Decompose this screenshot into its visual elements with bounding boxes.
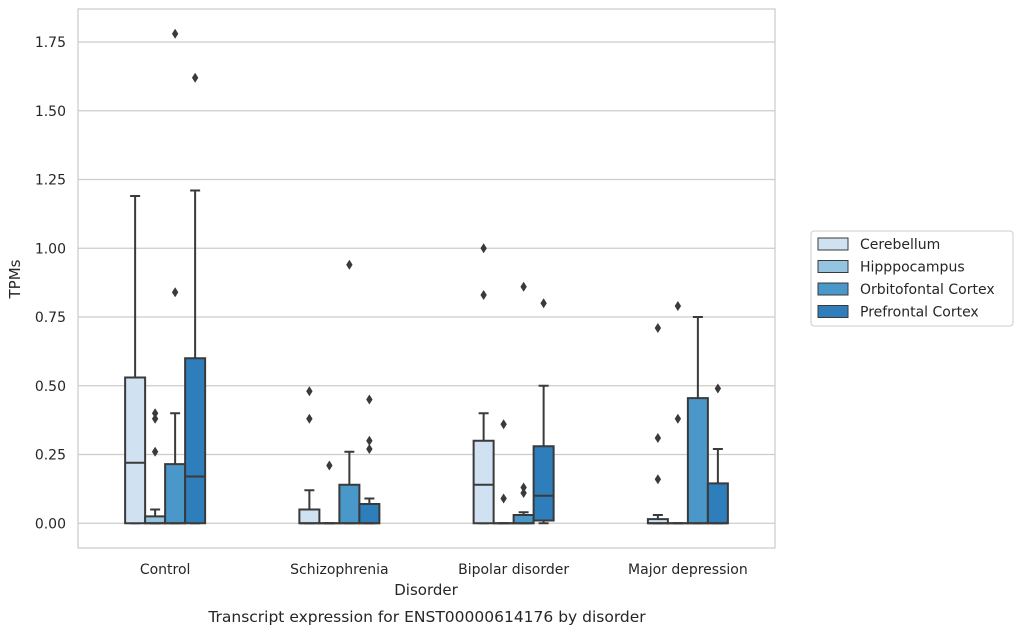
x-tick-label: Major depression bbox=[628, 562, 748, 578]
x-tick-labels: Control Schizophrenia Bipolar disorder Majo… bbox=[140, 562, 748, 578]
y-axis-label: TPMs bbox=[6, 259, 24, 299]
legend-label: Hipppocampus bbox=[860, 260, 965, 276]
grid-lines bbox=[78, 42, 775, 523]
box bbox=[359, 504, 379, 523]
box bbox=[145, 516, 165, 523]
x-tick-label: Control bbox=[140, 562, 191, 578]
outlier-point bbox=[366, 395, 372, 405]
chart-caption: Transcript expression for ENST0000061417… bbox=[207, 608, 646, 626]
box-group bbox=[165, 29, 185, 524]
box bbox=[125, 378, 145, 524]
outlier-point bbox=[306, 414, 312, 424]
y-tick-label: 0.50 bbox=[35, 379, 66, 395]
outlier-point bbox=[172, 287, 178, 297]
outlier-point bbox=[172, 29, 178, 39]
x-tick-label: Bipolar disorder bbox=[458, 562, 569, 578]
box-group bbox=[708, 384, 728, 524]
box bbox=[339, 485, 359, 524]
outlier-point bbox=[540, 298, 546, 308]
legend-label: Prefrontal Cortex bbox=[860, 305, 979, 321]
box bbox=[185, 358, 205, 523]
box-group bbox=[319, 461, 339, 524]
outlier-point bbox=[675, 301, 681, 311]
box-group bbox=[339, 260, 359, 524]
y-tick-label: 0.00 bbox=[35, 516, 66, 532]
outlier-point bbox=[152, 447, 158, 457]
outlier-point bbox=[152, 414, 158, 424]
outlier-point bbox=[480, 290, 486, 300]
box bbox=[474, 441, 494, 524]
box bbox=[165, 464, 185, 523]
y-tick-label: 0.25 bbox=[35, 448, 66, 464]
outlier-point bbox=[675, 414, 681, 424]
outlier-point bbox=[715, 384, 721, 394]
box-group bbox=[359, 395, 379, 524]
outlier-point bbox=[346, 260, 352, 270]
y-tick-label: 1.00 bbox=[35, 241, 66, 257]
box-group bbox=[514, 282, 534, 524]
box-group bbox=[648, 323, 668, 523]
outlier-point bbox=[655, 474, 661, 484]
y-tick-label: 1.50 bbox=[35, 104, 66, 120]
outlier-point bbox=[520, 488, 526, 498]
box-group bbox=[534, 298, 554, 523]
outlier-point bbox=[192, 73, 198, 83]
legend: Cerebellum Hipppocampus Orbitofontal Corte… bbox=[811, 231, 1013, 326]
box-group bbox=[494, 419, 514, 523]
x-tick-label: Schizophrenia bbox=[290, 562, 388, 578]
outlier-point bbox=[306, 386, 312, 396]
y-tick-label: 1.75 bbox=[35, 35, 66, 51]
box bbox=[708, 483, 728, 523]
outlier-point bbox=[500, 419, 506, 429]
outlier-point bbox=[500, 494, 506, 504]
outlier-point bbox=[480, 243, 486, 253]
outlier-point bbox=[655, 323, 661, 333]
legend-label: Orbitofontal Cortex bbox=[860, 282, 995, 298]
legend-swatch bbox=[818, 261, 848, 273]
box-group bbox=[185, 73, 205, 524]
outlier-point bbox=[366, 444, 372, 454]
legend-swatch bbox=[818, 306, 848, 318]
box-group bbox=[125, 196, 145, 523]
box-plots bbox=[125, 29, 728, 524]
legend-swatch bbox=[818, 283, 848, 295]
legend-label: Cerebellum bbox=[860, 237, 940, 253]
box bbox=[534, 446, 554, 520]
box-group bbox=[474, 243, 494, 523]
box bbox=[688, 398, 708, 523]
legend-swatch bbox=[818, 238, 848, 250]
x-axis-label: Disorder bbox=[394, 581, 458, 599]
box-group bbox=[668, 301, 688, 523]
box bbox=[514, 515, 534, 523]
outlier-point bbox=[520, 282, 526, 292]
box-group bbox=[688, 317, 708, 523]
y-tick-label: 0.75 bbox=[35, 310, 66, 326]
outlier-point bbox=[326, 461, 332, 471]
y-tick-labels: 0.00 0.25 0.50 0.75 1.00 1.25 1.50 1.75 bbox=[35, 35, 66, 532]
y-tick-label: 1.25 bbox=[35, 173, 66, 189]
box bbox=[299, 510, 319, 524]
outlier-point bbox=[655, 433, 661, 443]
box-group bbox=[145, 408, 165, 523]
